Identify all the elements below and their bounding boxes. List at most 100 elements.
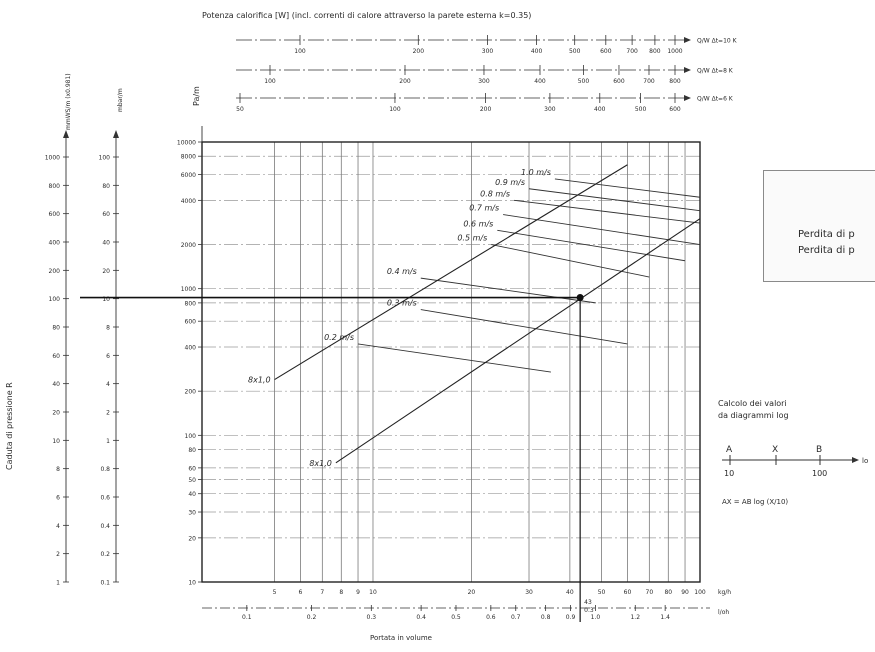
top-scales: Q/W Δt=10 K 100 200 300 400 500 600 700 800 1000 Q… — [236, 35, 738, 113]
top-scale-label: Q/W Δt=8 K — [697, 68, 734, 75]
left-axis-tick-label: 60 — [52, 353, 60, 360]
x-tick-label-lh: 0.3 — [367, 614, 377, 621]
log-calc-note: Calcolo dei valori da diagrammi log A X … — [718, 398, 868, 523]
y-tick-label-pam: 200 — [185, 389, 197, 396]
velocity-line — [491, 244, 650, 278]
left-axis-tick-label: 1 — [106, 438, 110, 445]
top-scale-tick-label: 200 — [399, 78, 411, 85]
x-unit-lh: l/oh — [718, 609, 729, 616]
x-tick-label-kgh: 8 — [339, 589, 343, 596]
left-axis-tick-label: 2 — [56, 551, 60, 558]
arrow-up-icon — [113, 130, 119, 138]
log-calc-b: B — [816, 445, 822, 455]
plot-border — [201, 141, 701, 583]
left-axis-tick-label: 0.8 — [100, 466, 110, 473]
velocity-line — [497, 229, 686, 262]
top-scale-tick-label: 400 — [594, 106, 606, 113]
y-tick-label-pam: 400 — [185, 345, 197, 352]
log-calc-diagram: A X B 10 100 log AX = AB log (X/10) — [722, 445, 868, 506]
y-tick-label-pam: 80 — [188, 447, 196, 454]
top-scale-tick-label: 200 — [480, 106, 492, 113]
x-tick-label-kgh: 70 — [646, 589, 654, 596]
y-tick-label-pam: 4000 — [181, 198, 196, 205]
top-scale-tick-label: 200 — [413, 48, 425, 55]
log-calc-x: X — [772, 445, 778, 455]
x-tick-label-lh: 1.0 — [591, 614, 601, 621]
velocity-line — [420, 277, 596, 304]
y-tick-label-pam: 40 — [188, 491, 196, 498]
left-axis-tick-label: 600 — [49, 211, 61, 218]
top-scale-tick-label: 800 — [649, 48, 661, 55]
velocity-label: 0.5 m/s — [457, 234, 487, 243]
x-tick-label-lh: 0.5 — [451, 614, 461, 621]
x-tick-label-lh: 0.4 — [416, 614, 426, 621]
velocity-label: 0.9 m/s — [495, 178, 525, 187]
x-tick-label-kgh: 10 — [369, 589, 377, 596]
left-axis-tick-label: 0.1 — [100, 580, 110, 587]
left-axis-mmws-label: mmWS/m (x0.981) — [65, 73, 72, 130]
pipe-line — [335, 218, 701, 464]
top-scale-label: Q/W Δt=6 K — [697, 96, 734, 103]
x-tick-label-lh: 1.4 — [660, 614, 670, 621]
y-tick-label-pam: 8000 — [181, 154, 196, 161]
left-axis-tick-label: 1000 — [45, 155, 60, 162]
top-scale-tick-label: 700 — [643, 78, 655, 85]
top-scale-tick-label: 400 — [534, 78, 546, 85]
left-axis-tick-label: 8 — [56, 466, 60, 473]
top-scale-tick-label: 600 — [600, 48, 612, 55]
left-axis-tick-label: 4 — [56, 523, 60, 530]
top-scale-tick-label: 100 — [264, 78, 276, 85]
left-axis-pam-label: Pa/m — [192, 86, 201, 106]
left-axis-tick-label: 60 — [102, 211, 110, 218]
pipe-label: 8x1,0 — [309, 459, 332, 468]
left-axis-tick-label: 100 — [99, 155, 111, 162]
y-tick-label-pam: 30 — [188, 510, 196, 517]
x-tick-label-kgh: 80 — [664, 589, 672, 596]
velocity-line — [503, 214, 701, 245]
top-scale-tick-label: 1000 — [667, 48, 682, 55]
top-scale-tick-label: 800 — [669, 78, 681, 85]
x-tick-label-kgh: 50 — [598, 589, 606, 596]
x-tick-label-lh: 0.1 — [242, 614, 252, 621]
top-scale-tick-label: 500 — [635, 106, 647, 113]
left-axis-mbar-label: mbar/m — [117, 88, 124, 112]
y-tick-label-pam: 2000 — [181, 242, 196, 249]
left-axis-tick-label: 100 — [49, 296, 61, 303]
x-tick-label-kgh: 60 — [624, 589, 632, 596]
top-scale-tick-label: 300 — [478, 78, 490, 85]
left-axis-tick-label: 40 — [102, 240, 110, 247]
axis-ticks: 1020304050608010020040060080010002000400… — [45, 126, 731, 621]
arrow-right-icon — [684, 37, 691, 43]
y-tick-label-pam: 50 — [188, 477, 196, 484]
log-calc-a-value: 10 — [724, 469, 734, 478]
log-calc-a: A — [726, 445, 733, 455]
y-tick-label-pam: 800 — [185, 300, 197, 307]
y-tick-label-pam: 100 — [185, 433, 197, 440]
legend-line-1: Perdita di p — [798, 229, 855, 240]
x-tick-label-lh: 0.2 — [307, 614, 317, 621]
x-tick-label-kgh: 5 — [273, 589, 277, 596]
velocity-label: 0.7 m/s — [469, 204, 499, 213]
left-axis-tick-label: 4 — [106, 381, 110, 388]
y-tick-label-pam: 1000 — [181, 286, 196, 293]
x-tick-label-kgh: 9 — [356, 589, 360, 596]
x-unit-kgh: kg/h — [718, 589, 731, 596]
left-axis-tick-label: 400 — [49, 240, 61, 247]
x-axis-label: Portata in volume — [370, 634, 432, 642]
y-axis-label: Caduta di pressione R — [5, 382, 14, 470]
log-calc-formula: AX = AB log (X/10) — [722, 498, 788, 506]
arrow-right-icon — [684, 67, 691, 73]
y-tick-label-pam: 20 — [188, 535, 196, 542]
x-tick-label-lh: 0.9 — [566, 614, 576, 621]
legend-box: Perdita di p Perdita di p — [763, 170, 875, 282]
arrow-right-icon — [684, 95, 691, 101]
left-axis-tick-label: 0.4 — [100, 523, 110, 530]
x-tick-label-kgh: 6 — [299, 589, 303, 596]
left-axis-tick-label: 20 — [52, 410, 60, 417]
y-tick-label-pam: 60 — [188, 465, 196, 472]
x-tick-label-lh: 1.2 — [630, 614, 640, 621]
left-axis-tick-label: 2 — [106, 410, 110, 417]
x-tick-label-kgh: 100 — [694, 589, 706, 596]
